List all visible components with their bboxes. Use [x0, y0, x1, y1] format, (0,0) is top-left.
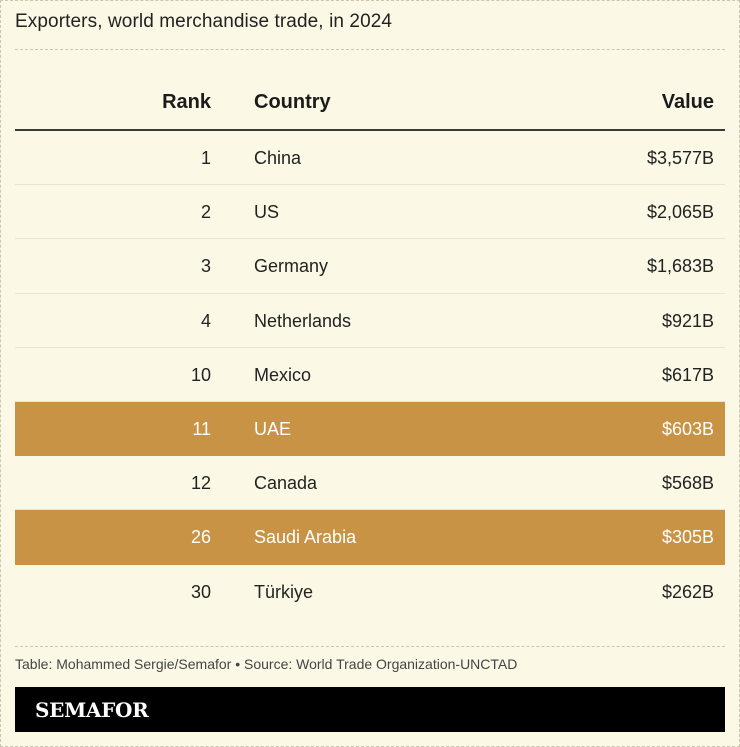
source-note: Table: Mohammed Sergie/Semafor • Source:…: [15, 656, 518, 672]
cell-value: $603B: [661, 418, 714, 439]
cell-rank: 4: [200, 310, 211, 331]
cell-rank: 26: [190, 527, 211, 548]
table-row: 10 Mexico $617B: [15, 348, 725, 402]
table-row: 3 Germany $1,683B: [15, 239, 725, 294]
table-header: Rank Country Value: [15, 78, 725, 131]
cell-country: US: [254, 202, 280, 223]
cell-rank: 10: [190, 364, 211, 385]
cell-value: $305B: [661, 527, 714, 548]
cell-country: Canada: [254, 473, 318, 494]
cell-value: $2,065B: [646, 202, 714, 223]
table-row: 1 China $3,577B: [15, 131, 725, 186]
cell-rank: 11: [192, 418, 211, 439]
cell-country: UAE: [254, 418, 292, 439]
cell-country: Türkiye: [254, 581, 314, 602]
table-row: 12 Canada $568B: [15, 456, 725, 511]
table-body: 1 China $3,577B 2 US $2,065B 3 Germany $1,683B 4 N…: [15, 131, 725, 619]
cell-rank: 30: [190, 581, 211, 602]
semafor-logo: SEMAFOR: [35, 698, 149, 722]
data-table: Rank Country Value 1 China $3,577B 2 US $2,06…: [15, 78, 725, 619]
table-row: 11 UAE $603B: [15, 401, 725, 457]
header-country: Country: [254, 91, 331, 113]
logo-bar: SEMAFOR: [15, 687, 725, 732]
cell-rank: 3: [200, 256, 211, 277]
cell-rank: 12: [190, 473, 211, 494]
cell-rank: 1: [200, 148, 211, 168]
cell-value: $617B: [661, 364, 714, 385]
table-row: 2 US $2,065B: [15, 185, 725, 240]
header-rank: Rank: [162, 91, 211, 113]
cell-country: Mexico: [254, 364, 312, 385]
cell-country: Netherlands: [254, 310, 352, 331]
header-value: Value: [661, 91, 714, 113]
table-row: 30 Türkiye $262B: [15, 565, 725, 619]
cell-value: $262B: [661, 581, 714, 602]
cell-value: $1,683B: [646, 256, 714, 277]
cell-value: $568B: [661, 473, 714, 494]
cell-rank: 2: [200, 202, 211, 223]
chart-title: Exporters, world merchandise trade, in 2…: [15, 11, 393, 32]
table-row: 4 Netherlands $921B: [15, 294, 725, 348]
cell-country: China: [254, 148, 302, 168]
table-row: 26 Saudi Arabia $305B: [15, 510, 725, 565]
cell-value: $3,577B: [646, 148, 714, 168]
cell-country: Germany: [254, 256, 329, 277]
cell-value: $921B: [661, 310, 714, 331]
top-divider: [15, 49, 725, 50]
bottom-divider: [15, 646, 725, 647]
cell-country: Saudi Arabia: [254, 527, 357, 548]
